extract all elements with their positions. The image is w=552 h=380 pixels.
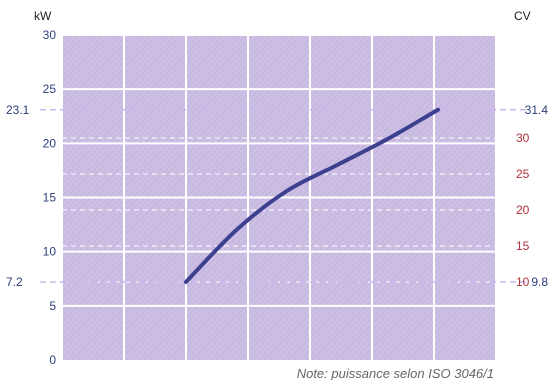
y-tick-label-right: 10: [516, 275, 530, 289]
y-tick-label-left: 10: [43, 245, 57, 259]
reference-label-left: 7.2: [6, 275, 23, 289]
y-tick-label-right: 30: [516, 131, 530, 145]
y-tick-label-left: 25: [43, 82, 57, 96]
reference-label-left: 23.1: [6, 103, 30, 117]
y-tick-label-left: 0: [49, 353, 56, 367]
reference-label-right: 31.4: [525, 103, 549, 117]
left-axis-unit: kW: [34, 9, 52, 23]
axis-ticks: 0 5 10 15 20 25 30 10 15 20 25 30: [43, 28, 530, 367]
power-curve-line: [184, 107, 440, 284]
reference-label-right: 9.8: [531, 275, 548, 289]
footnote: Note: puissance selon ISO 3046/1: [297, 366, 494, 380]
right-axis-unit: CV: [514, 9, 531, 23]
power-curve: [184, 107, 440, 284]
y-tick-label-left: 20: [43, 136, 57, 150]
y-tick-label-right: 20: [516, 203, 530, 217]
y-tick-label-left: 5: [49, 299, 56, 313]
y-tick-label-left: 30: [43, 28, 57, 42]
y-tick-label-right: 25: [516, 167, 530, 181]
y-tick-label-left: 15: [43, 191, 57, 205]
y-tick-label-right: 15: [516, 239, 530, 253]
reference-lines: 23.1 31.4 7.2 9.8: [6, 103, 548, 289]
